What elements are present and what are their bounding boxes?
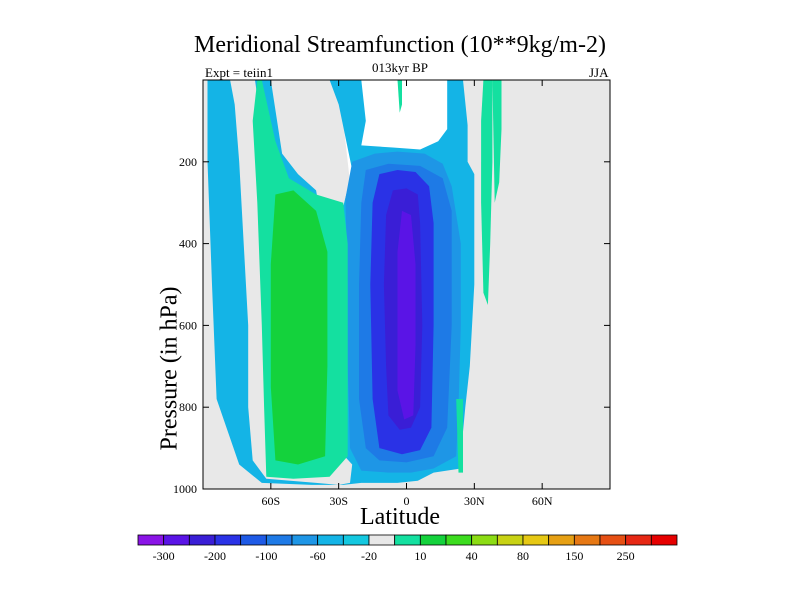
y-tick-label-3: 800 [179, 400, 197, 414]
colorbar-box-16 [548, 534, 575, 546]
colorbar-box-9 [368, 534, 396, 546]
colorbar-box-19 [625, 534, 652, 546]
contour-region-10 [397, 80, 402, 113]
colorbar-box-13 [471, 534, 498, 546]
colorbar-box-7 [317, 534, 344, 546]
colorbar-label-4: -20 [361, 549, 377, 563]
x-tick-label-3: 30N [464, 494, 485, 508]
colorbar-box-20 [650, 534, 678, 546]
axis-ticks: 60S 30S 0 30N 60N 200 400 600 800 1000 [173, 80, 610, 508]
contour-region-5 [397, 210, 416, 420]
colorbar-box-0 [137, 534, 165, 546]
colorbar-box-18 [599, 534, 627, 546]
y-tick-label-0: 200 [179, 155, 197, 169]
contour-region-9 [492, 80, 502, 203]
y-tick-label-1: 400 [179, 237, 197, 251]
contour-region-11 [456, 399, 463, 473]
y-tick-label-2: 600 [179, 318, 197, 332]
colorbar-box-8 [342, 534, 370, 546]
y-axis-label: Pressure (in hPa) [156, 286, 183, 451]
colorbar-label-2: -100 [255, 549, 277, 563]
x-tick-label-2: 0 [404, 494, 410, 508]
experiment-label: Expt = teiin1 [205, 65, 273, 80]
x-tick-label-4: 60N [532, 494, 553, 508]
colorbar-box-11 [419, 534, 447, 546]
colorbar-label-5: 10 [414, 549, 426, 563]
y-axis-label-wrap: Pressure (in hPa) [30, 80, 230, 480]
colorbar-box-4 [240, 534, 267, 546]
colorbar-box-5 [265, 534, 293, 546]
colorbar-box-10 [394, 534, 421, 546]
contour-region-8 [481, 80, 493, 305]
period-label: 013kyr BP [372, 60, 428, 75]
colorbar-label-3: -60 [310, 549, 326, 563]
colorbar-box-6 [291, 534, 319, 546]
colorbar-label-7: 80 [517, 549, 529, 563]
colorbar-box-12 [445, 534, 473, 546]
colorbar-box-14 [496, 534, 524, 546]
y-tick-label-4: 1000 [173, 482, 197, 496]
season-label: JJA [589, 65, 609, 80]
x-tick-label-1: 30S [329, 494, 348, 508]
chart-title: Meridional Streamfunction (10**9kg/m-2) [194, 32, 606, 58]
colorbar-label-8: 150 [565, 549, 583, 563]
x-axis-label: Latitude [360, 504, 440, 530]
colorbar-label-9: 250 [617, 549, 635, 563]
colorbar-box-15 [522, 534, 550, 546]
contour-plot-area [202, 79, 611, 490]
x-tick-label-0: 60S [261, 494, 280, 508]
colorbar-box-2 [188, 534, 216, 546]
colorbar: -300 -200 -100 -60 -20 10 40 80 150 250 [137, 534, 678, 563]
colorbar-box-3 [214, 534, 242, 546]
colorbar-box-1 [163, 534, 190, 546]
colorbar-label-6: 40 [466, 549, 478, 563]
colorbar-box-17 [573, 534, 601, 546]
contour-region-7 [270, 190, 328, 465]
colorbar-label-0: -300 [153, 549, 175, 563]
colorbar-label-1: -200 [204, 549, 226, 563]
